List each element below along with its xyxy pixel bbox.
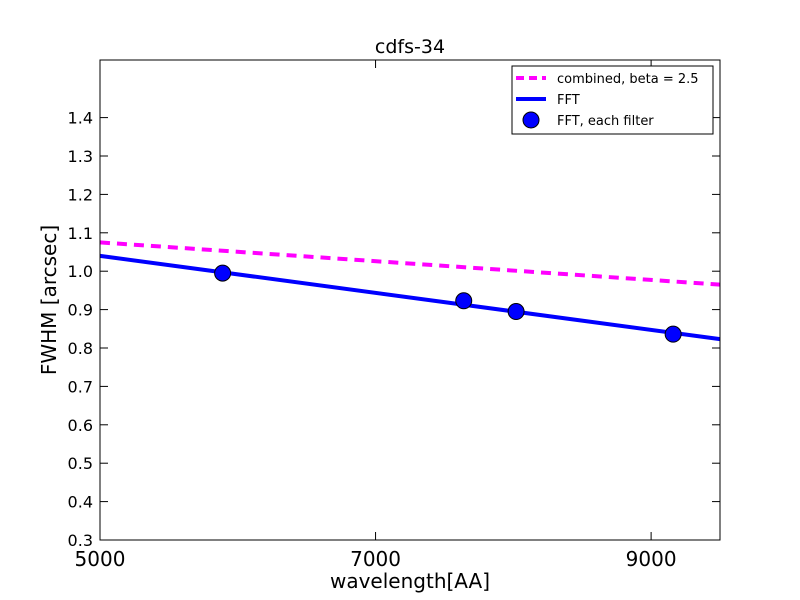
chart-title: cdfs-34: [375, 36, 445, 58]
y-tick-label: 0.3: [68, 531, 93, 550]
x-tick-label: 5000: [75, 547, 126, 571]
data-point-2: [455, 292, 473, 310]
data-point-4: [664, 325, 682, 343]
y-tick-label: 0.6: [68, 416, 93, 435]
y-tick-label: 1.4: [68, 109, 93, 128]
y-tick-label: 1.1: [68, 224, 93, 243]
data-point-3: [507, 303, 525, 321]
y-axis-title: FWHM [arcsec]: [37, 225, 61, 375]
series-line-1: [99, 240, 721, 287]
y-tick-label: 0.9: [68, 301, 93, 320]
y-tick-label: 1.3: [68, 147, 93, 166]
y-tick-label: 0.4: [68, 493, 93, 512]
y-tick-label: 1.2: [68, 185, 93, 204]
x-tick-label: 7000: [350, 547, 401, 571]
y-tick-label: 1.0: [68, 262, 93, 281]
legend-label-3: FFT, each filter: [557, 114, 654, 129]
x-tick-label: 9000: [626, 547, 677, 571]
y-tick-label: 0.8: [68, 339, 93, 358]
data-point-1: [214, 264, 232, 282]
axis-ticks: 5000 7000 9000 0.3 0.4 0.5 0.6 0.7 0.8 0.9 1.0 1.1 1…: [68, 60, 720, 571]
legend: combined, beta = 2.5 FFT FFT, each filter: [511, 65, 714, 135]
legend-label-1: combined, beta = 2.5: [557, 72, 699, 87]
plot-frame: [99, 59, 721, 541]
plot-area: [99, 240, 721, 343]
y-tick-label: 0.7: [68, 377, 93, 396]
x-axis-title: wavelength[AA]: [330, 569, 490, 593]
y-tick-label: 0.5: [68, 454, 93, 473]
legend-marker-3: [522, 111, 540, 129]
series-line-2: [99, 253, 721, 342]
legend-label-2: FFT: [557, 93, 580, 108]
